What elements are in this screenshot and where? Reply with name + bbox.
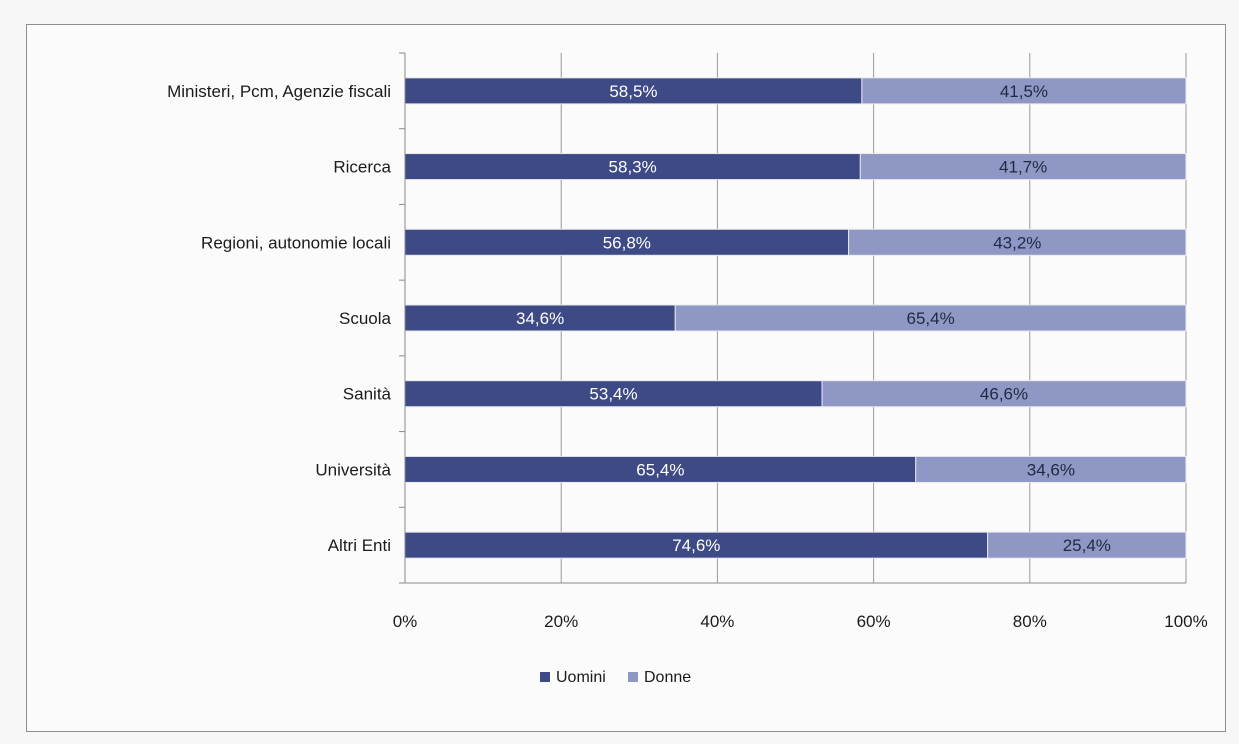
data-label: 34,6% xyxy=(516,309,564,328)
bar-donne xyxy=(859,153,1187,181)
x-tick-label: 20% xyxy=(544,612,578,631)
bar-donne xyxy=(915,455,1187,483)
data-label: 65,4% xyxy=(907,309,955,328)
bar-donne xyxy=(861,77,1187,105)
legend-swatch-uomini xyxy=(540,672,550,682)
bar-donne xyxy=(674,304,1187,332)
bar-donne xyxy=(821,380,1187,408)
bar-donne xyxy=(987,531,1187,559)
bar-donne xyxy=(848,228,1187,256)
x-tick-label: 0% xyxy=(393,612,418,631)
category-label: Regioni, autonomie locali xyxy=(201,233,391,252)
data-label: 41,5% xyxy=(1000,82,1048,101)
bar-uomini xyxy=(404,380,823,408)
data-label: 46,6% xyxy=(980,385,1028,404)
category-label: Ministeri, Pcm, Agenzie fiscali xyxy=(167,82,391,101)
axes xyxy=(399,52,1186,584)
chart-frame: 58,5% 41,5% Ministeri, Pcm, Agenzie fiscal… xyxy=(26,24,1226,732)
x-tick-label: 100% xyxy=(1164,612,1207,631)
bar-uomini xyxy=(404,153,861,181)
data-label: 56,8% xyxy=(603,233,651,252)
stacked-bar-chart: 58,5% 41,5% Ministeri, Pcm, Agenzie fiscal… xyxy=(167,52,1208,686)
x-tick-label: 40% xyxy=(700,612,734,631)
data-label: 58,5% xyxy=(609,82,657,101)
legend: Uomini Donne xyxy=(540,669,691,686)
category-label: Altri Enti xyxy=(328,536,391,555)
data-label: 43,2% xyxy=(993,233,1041,252)
data-label: 41,7% xyxy=(999,158,1047,177)
bar-uomini xyxy=(404,304,676,332)
labels: 58,5% 41,5% Ministeri, Pcm, Agenzie fiscal… xyxy=(167,82,1208,631)
bars xyxy=(404,77,1187,559)
x-tick-label: 80% xyxy=(1013,612,1047,631)
bar-uomini xyxy=(404,455,917,483)
x-tick-label: 60% xyxy=(857,612,891,631)
bar-uomini xyxy=(404,77,863,105)
data-label: 58,3% xyxy=(609,158,657,177)
data-label: 74,6% xyxy=(672,536,720,555)
category-label: Scuola xyxy=(339,309,392,328)
data-label: 53,4% xyxy=(589,385,637,404)
category-label: Ricerca xyxy=(333,158,391,177)
category-label: Università xyxy=(315,460,391,479)
legend-swatch-donne xyxy=(628,672,638,682)
legend-label: Donne xyxy=(644,669,691,686)
data-label: 65,4% xyxy=(636,460,684,479)
data-label: 25,4% xyxy=(1063,536,1111,555)
legend-label: Uomini xyxy=(556,669,606,686)
category-label: Sanità xyxy=(343,385,392,404)
data-label: 34,6% xyxy=(1027,460,1075,479)
bar-uomini xyxy=(404,228,850,256)
